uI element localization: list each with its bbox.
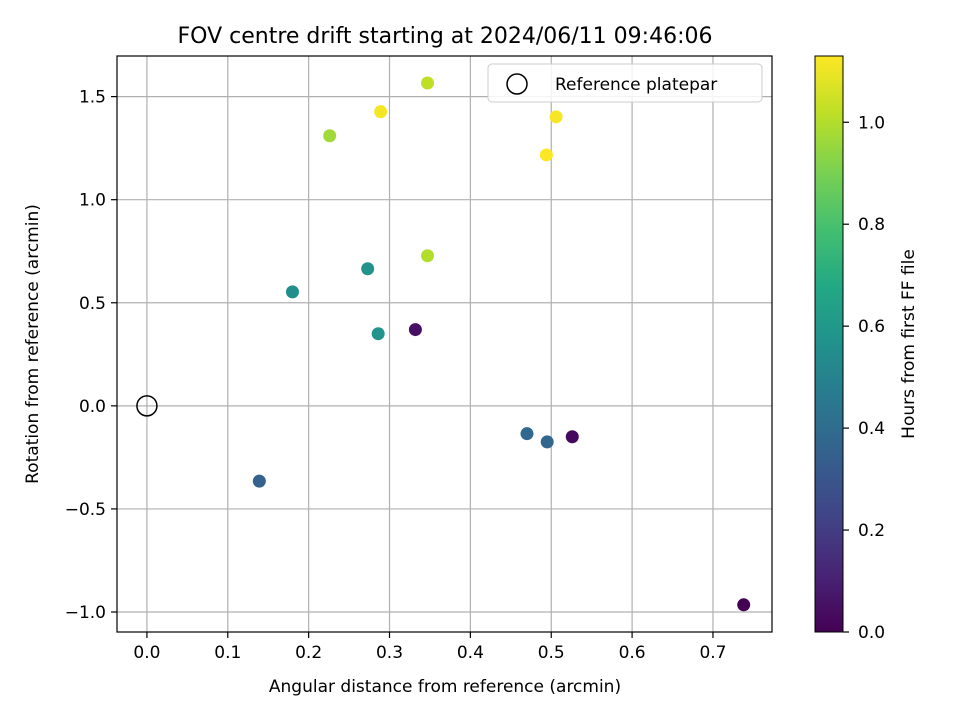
x-tick-label: 0.2 [295, 643, 322, 663]
data-point [361, 262, 375, 276]
x-tick-label: 0.7 [699, 643, 726, 663]
y-tick-label: 0.5 [79, 294, 106, 314]
data-point [371, 327, 385, 341]
x-tick-label: 0.6 [619, 643, 646, 663]
colorbar-tick-label: 0.6 [858, 317, 885, 337]
data-point [421, 249, 435, 263]
data-points [252, 76, 751, 612]
x-axis-ticks: 0.0 0.1 0.2 0.3 0.4 0.5 0.6 0.7 [133, 632, 726, 663]
y-axis-label: Rotation from reference (arcmin) [23, 204, 43, 484]
data-point [408, 323, 422, 337]
data-point [565, 430, 579, 444]
x-tick-label: 0.1 [214, 643, 241, 663]
data-point [737, 598, 751, 612]
x-tick-label: 0.5 [538, 643, 565, 663]
legend-label: Reference platepar [555, 75, 717, 95]
y-tick-label: 1.5 [79, 88, 106, 108]
data-point [549, 110, 563, 124]
colorbar-tick-label: 0.4 [858, 419, 885, 439]
data-point [539, 148, 553, 162]
data-point [520, 427, 534, 441]
chart-title: FOV centre drift starting at 2024/06/11 … [178, 24, 713, 49]
x-tick-label: 0.0 [133, 643, 160, 663]
y-tick-label: −0.5 [65, 500, 106, 520]
y-tick-label: −1.0 [65, 603, 106, 623]
colorbar [814, 55, 844, 633]
data-point [421, 76, 435, 90]
colorbar-tick-label: 0.8 [858, 215, 885, 235]
data-point [323, 129, 337, 143]
legend-box [487, 63, 763, 103]
legend: Reference platepar [487, 63, 763, 103]
y-axis-ticks: −1.0 −0.5 0.0 0.5 1.0 1.5 [65, 88, 117, 623]
reference-platepar-marker [136, 395, 158, 417]
plot-frame [116, 55, 773, 633]
data-point [285, 285, 299, 299]
data-point [252, 474, 266, 488]
x-tick-label: 0.4 [457, 643, 484, 663]
colorbar-label: Hours from first FF file [899, 249, 919, 439]
colorbar-tick-label: 1.0 [858, 113, 885, 133]
legend-reference-marker [506, 73, 528, 95]
grid [117, 56, 772, 632]
colorbar-tick-label: 0.2 [858, 521, 885, 541]
x-axis-label: Angular distance from reference (arcmin) [269, 677, 621, 697]
y-tick-label: 1.0 [79, 191, 106, 211]
colorbar-ticks: 0.0 0.2 0.4 0.6 0.8 1.0 [843, 113, 885, 643]
data-point [374, 105, 388, 119]
x-tick-label: 0.3 [376, 643, 403, 663]
data-point [540, 435, 554, 449]
colorbar-tick-label: 0.0 [858, 623, 885, 643]
y-tick-label: 0.0 [79, 397, 106, 417]
